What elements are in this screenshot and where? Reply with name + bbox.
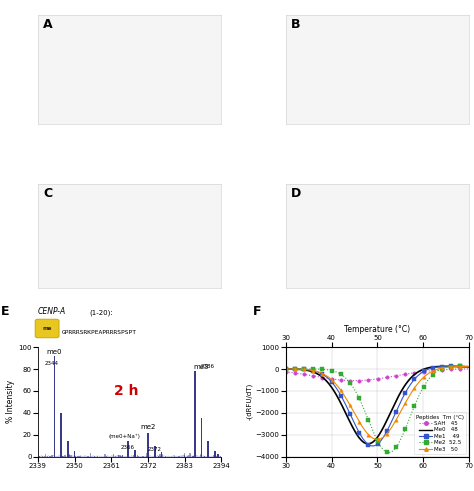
- Bar: [51, 455, 53, 457]
- Bar: [190, 453, 191, 457]
- Bar: [127, 441, 129, 457]
- Bar: [154, 446, 155, 457]
- Bar: [80, 456, 81, 457]
- Text: me: me: [42, 326, 52, 331]
- Text: me0: me0: [47, 349, 63, 355]
- Text: 2 h: 2 h: [114, 384, 138, 398]
- Text: (me0+Na⁺): (me0+Na⁺): [109, 434, 141, 439]
- Bar: [187, 456, 188, 457]
- X-axis label: Temperature (°C): Temperature (°C): [345, 325, 410, 334]
- Bar: [63, 456, 64, 457]
- Text: F: F: [253, 305, 261, 319]
- Bar: [68, 454, 70, 457]
- Bar: [158, 456, 159, 457]
- Bar: [134, 450, 136, 457]
- Bar: [113, 454, 114, 457]
- Bar: [39, 456, 40, 457]
- Bar: [94, 456, 95, 457]
- Bar: [68, 456, 69, 457]
- Y-axis label: % Intensity: % Intensity: [6, 381, 15, 423]
- Text: C: C: [44, 187, 53, 200]
- Bar: [162, 455, 163, 457]
- Bar: [201, 418, 202, 457]
- Bar: [165, 456, 166, 457]
- Bar: [214, 453, 216, 457]
- Bar: [184, 453, 185, 457]
- Text: me2: me2: [140, 424, 156, 430]
- Bar: [160, 456, 161, 457]
- Bar: [147, 453, 149, 457]
- Bar: [68, 455, 70, 457]
- Bar: [54, 356, 55, 457]
- Bar: [62, 456, 63, 457]
- Text: E: E: [1, 305, 9, 319]
- Bar: [54, 455, 55, 457]
- Bar: [119, 455, 121, 457]
- Text: 2366: 2366: [121, 444, 135, 450]
- Bar: [39, 456, 40, 457]
- Bar: [64, 455, 65, 457]
- Bar: [214, 451, 216, 457]
- Bar: [178, 456, 180, 457]
- Text: D: D: [291, 187, 301, 200]
- Text: (1-20):: (1-20):: [89, 310, 113, 316]
- Bar: [147, 455, 149, 457]
- Bar: [193, 456, 194, 457]
- Bar: [137, 455, 138, 457]
- Bar: [194, 371, 196, 457]
- Bar: [161, 452, 162, 457]
- Bar: [134, 455, 135, 457]
- FancyBboxPatch shape: [35, 319, 59, 338]
- Text: CENP-A: CENP-A: [38, 307, 66, 316]
- Legend: SAH   45, Me0   48, Me1    49, Me2  52.5, Me3   50: SAH 45, Me0 48, Me1 49, Me2 52.5, Me3 50: [414, 412, 466, 454]
- Text: GPRRRSRKPEAPRRRSPSPT: GPRRRSRKPEAPRRRSPSPT: [62, 330, 137, 335]
- Bar: [79, 456, 80, 457]
- Bar: [159, 455, 161, 457]
- Bar: [87, 456, 88, 457]
- Bar: [122, 455, 123, 457]
- Bar: [115, 456, 116, 457]
- Bar: [146, 453, 147, 457]
- Bar: [200, 455, 201, 457]
- Y-axis label: -(dRFU/dT): -(dRFU/dT): [246, 383, 253, 420]
- Bar: [71, 455, 72, 457]
- Bar: [118, 455, 119, 457]
- Bar: [135, 455, 136, 457]
- Text: 2372: 2372: [148, 447, 162, 452]
- Bar: [122, 455, 123, 457]
- Text: 2344: 2344: [44, 361, 58, 366]
- Bar: [217, 456, 218, 457]
- Bar: [147, 433, 149, 457]
- Bar: [75, 456, 76, 457]
- Bar: [188, 455, 189, 457]
- Bar: [104, 454, 106, 457]
- Bar: [133, 455, 135, 457]
- Bar: [88, 456, 89, 457]
- Bar: [154, 456, 155, 457]
- Bar: [183, 456, 185, 457]
- Text: me3: me3: [194, 364, 209, 370]
- Bar: [90, 454, 91, 457]
- Bar: [118, 455, 119, 457]
- Bar: [50, 456, 51, 457]
- Bar: [74, 451, 75, 457]
- Bar: [120, 456, 122, 457]
- Bar: [61, 413, 62, 457]
- Bar: [213, 455, 214, 457]
- Bar: [183, 455, 185, 457]
- Bar: [217, 455, 219, 457]
- Text: 2386: 2386: [201, 364, 215, 369]
- Bar: [76, 456, 78, 457]
- Bar: [207, 441, 209, 457]
- Bar: [42, 456, 43, 457]
- Bar: [45, 454, 46, 457]
- Bar: [173, 456, 175, 457]
- Bar: [67, 441, 69, 457]
- Bar: [106, 456, 107, 457]
- Text: B: B: [291, 18, 301, 31]
- Text: A: A: [44, 18, 53, 31]
